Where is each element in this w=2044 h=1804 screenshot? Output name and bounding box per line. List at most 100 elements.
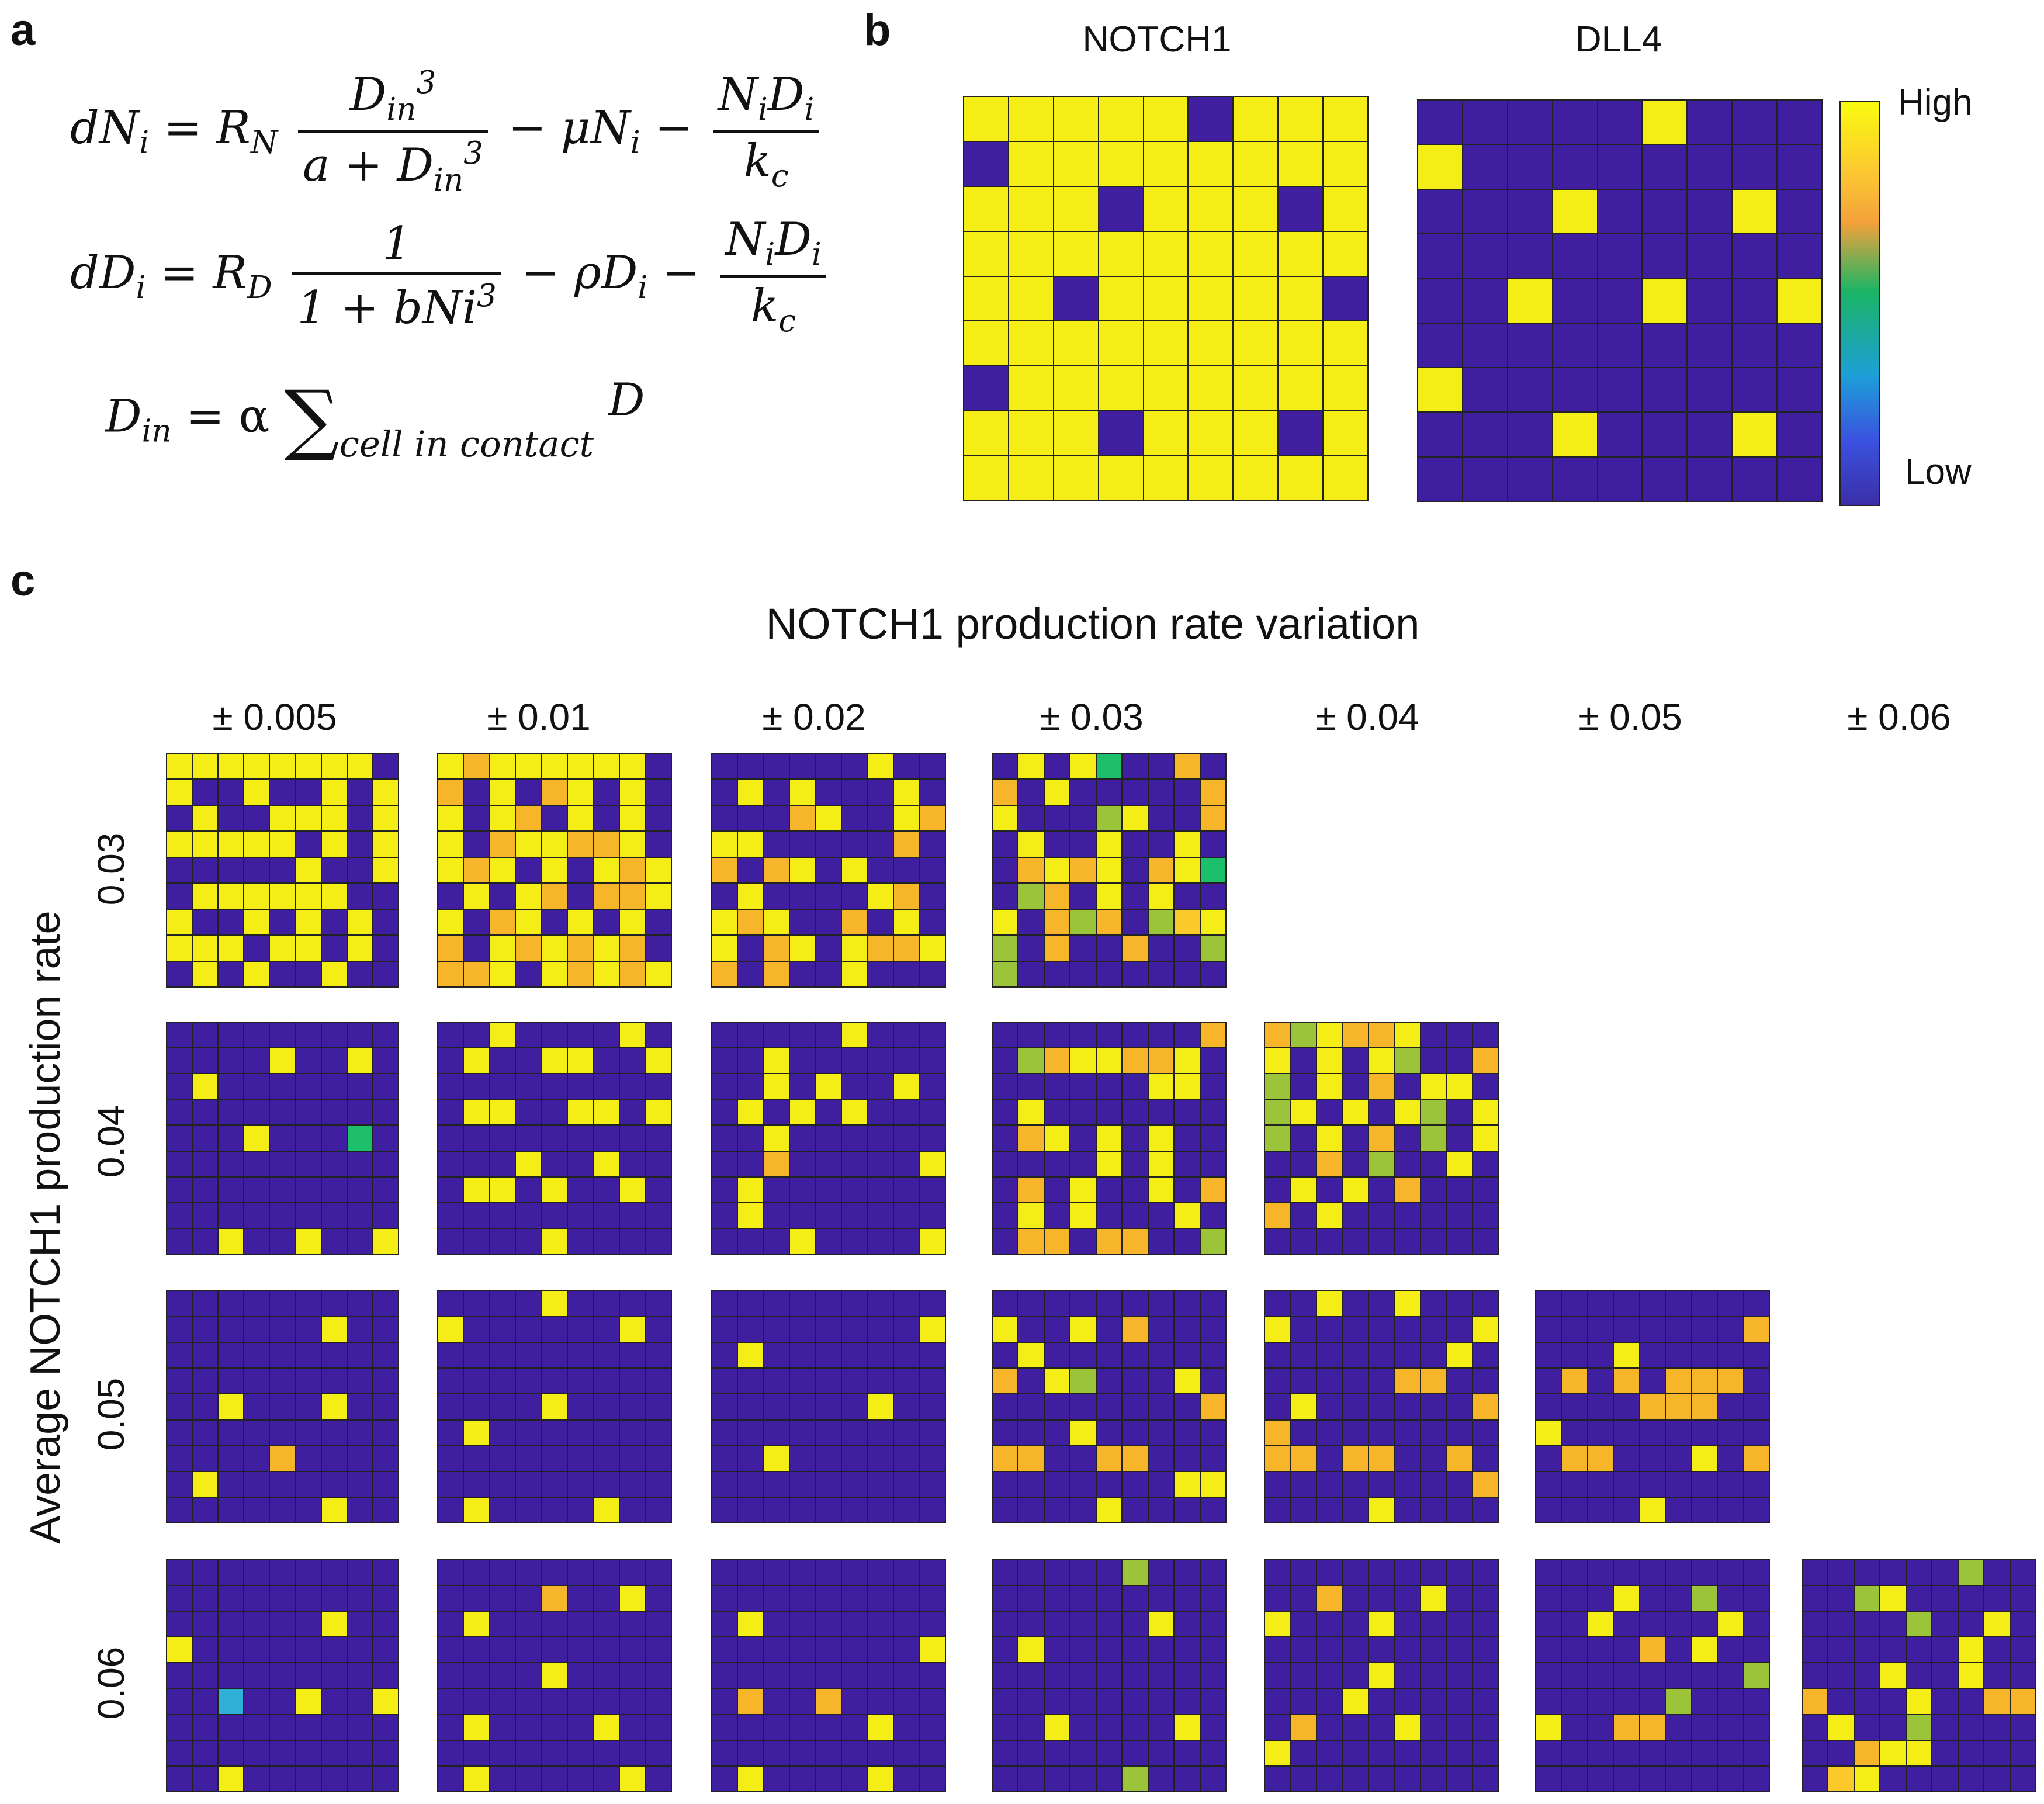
grid-cell <box>1279 456 1323 500</box>
grid-cell <box>2010 1560 2035 1585</box>
grid-cell <box>620 832 645 857</box>
grid-cell <box>1148 1291 1174 1317</box>
grid-cell <box>1123 1228 1148 1254</box>
grid-cell <box>620 1740 645 1765</box>
grid-cell <box>790 1228 815 1254</box>
grid-cell <box>993 1023 1018 1048</box>
grid-cell <box>270 754 295 779</box>
grid-cell <box>1640 1497 1665 1522</box>
grid-cell <box>1343 1126 1368 1151</box>
grid-cell <box>244 1317 269 1342</box>
grid-cell <box>373 832 398 857</box>
grid-cell <box>594 1343 619 1368</box>
grid-cell <box>1070 857 1096 883</box>
grid-cell <box>490 1586 515 1611</box>
heatmap-grid <box>992 1290 1227 1523</box>
grid-cell <box>296 1291 321 1317</box>
grid-cell <box>764 936 789 961</box>
grid-cell <box>438 1560 463 1585</box>
grid-cell <box>1148 1343 1174 1368</box>
grid-cell <box>993 884 1018 909</box>
grid-cell <box>1553 101 1597 144</box>
grid-cell <box>738 857 763 883</box>
grid-cell <box>490 1560 515 1585</box>
grid-cell <box>764 884 789 909</box>
grid-cell <box>270 1612 295 1637</box>
grid-cell <box>868 1497 893 1522</box>
grid-cell <box>542 1420 567 1445</box>
grid-cell <box>347 1074 372 1099</box>
grid-cell <box>620 1420 645 1445</box>
grid-cell <box>868 1317 893 1342</box>
grid-cell <box>270 832 295 857</box>
grid-cell <box>568 1177 593 1202</box>
grid-cell <box>167 832 192 857</box>
grid-cell <box>1200 1560 1225 1585</box>
grid-cell <box>1369 1586 1394 1611</box>
grid-cell <box>1733 189 1777 233</box>
grid-cell <box>464 1586 489 1611</box>
grid-cell <box>347 884 372 909</box>
grid-cell <box>516 936 541 961</box>
grid-cell <box>764 1612 789 1637</box>
grid-cell <box>1369 1394 1394 1419</box>
grid-cell <box>516 1100 541 1125</box>
grid-cell <box>1044 1203 1070 1228</box>
grid-cell <box>1614 1317 1639 1342</box>
grid-cell <box>1718 1394 1743 1419</box>
grid-cell <box>1175 1291 1200 1317</box>
grid-cell <box>1018 1177 1044 1202</box>
grid-cell <box>764 1291 789 1317</box>
grid-cell <box>167 936 192 961</box>
grid-cell <box>1324 321 1367 366</box>
heatmap-grid <box>1264 1290 1499 1523</box>
grid-cell <box>816 1560 841 1585</box>
grid-cell <box>1395 1048 1420 1074</box>
grid-cell <box>1317 1203 1342 1228</box>
grid-cell <box>516 1074 541 1099</box>
heatmap-grid <box>992 1022 1227 1255</box>
grid-cell <box>1044 1689 1070 1714</box>
grid-cell <box>712 1612 737 1637</box>
grid-cell <box>594 1766 619 1791</box>
panel-label-c: c <box>11 556 36 605</box>
grid-cell <box>1984 1766 2010 1791</box>
grid-cell <box>764 1369 789 1394</box>
grid-cell <box>1369 1100 1394 1125</box>
grid-cell <box>516 1663 541 1688</box>
grid-cell <box>1614 1766 1639 1791</box>
grid-cell <box>620 1151 645 1176</box>
grid-cell <box>738 961 763 986</box>
grid-cell <box>993 1497 1018 1522</box>
grid-cell <box>193 1126 218 1151</box>
grid-cell <box>1324 186 1367 231</box>
grid-cell <box>620 1497 645 1522</box>
grid-cell <box>1265 1740 1290 1765</box>
heatmap-grid <box>1264 1559 1499 1792</box>
grid-cell <box>2010 1663 2035 1688</box>
grid-cell <box>1265 1663 1290 1688</box>
grid-cell <box>920 1228 945 1254</box>
grid-cell <box>646 1420 671 1445</box>
grid-cell <box>1640 1766 1665 1791</box>
grid-cell <box>373 1663 398 1688</box>
grid-cell <box>438 1740 463 1765</box>
grid-cell <box>1265 1637 1290 1663</box>
grid-cell <box>620 961 645 986</box>
grid-cell <box>1175 1126 1200 1151</box>
grid-cell <box>1070 1663 1096 1688</box>
grid-cell <box>270 1471 295 1497</box>
grid-cell <box>347 1740 372 1765</box>
grid-cell <box>1070 805 1096 831</box>
grid-cell <box>1175 1394 1200 1419</box>
grid-cell <box>816 1228 841 1254</box>
grid-cell <box>1189 97 1233 141</box>
grid-cell <box>464 780 489 805</box>
grid-cell <box>490 1228 515 1254</box>
grid-cell <box>244 1291 269 1317</box>
grid-cell <box>296 754 321 779</box>
grid-cell <box>270 857 295 883</box>
grid-cell <box>712 1228 737 1254</box>
grid-cell <box>842 1100 867 1125</box>
grid-cell <box>868 780 893 805</box>
